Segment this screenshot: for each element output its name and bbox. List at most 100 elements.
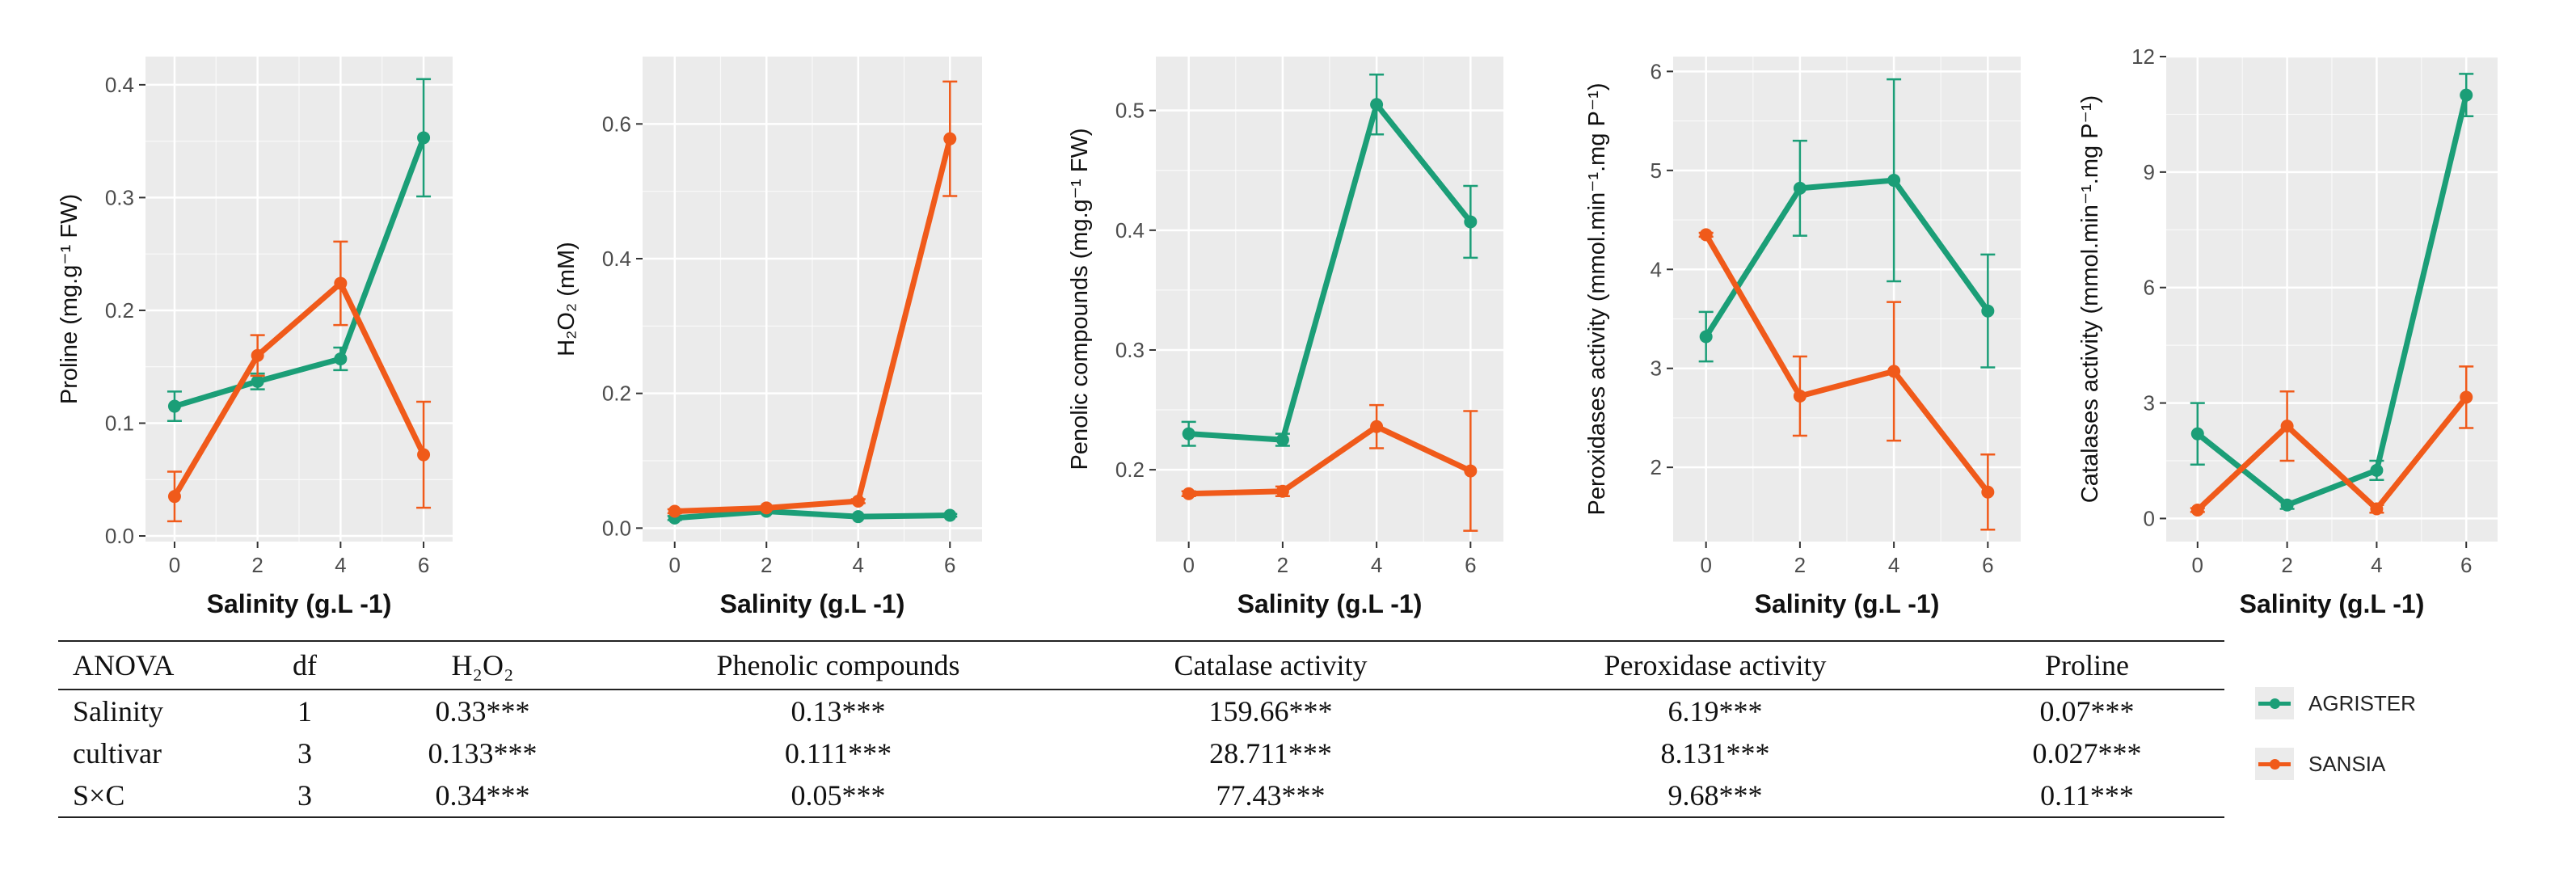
y-tick-label: 0.0 [105,524,134,548]
series-line-sansia [2194,394,2469,513]
y-tick-label: 0.4 [105,73,134,97]
y-tick-label: 0.4 [602,247,631,271]
legend-dot [2270,759,2280,770]
anova-cell: cultivar [73,737,162,770]
y-tick-label: 9 [2144,160,2155,184]
series-line-agrister [1703,177,1991,340]
x-tick-label: 2 [251,553,263,577]
data-point-sansia [2460,390,2473,404]
anova-cell: 0.111*** [784,737,892,770]
y-tick-label: 0.1 [105,411,134,435]
data-point-sansia [1275,484,1289,498]
anova-cell: 3 [297,779,312,812]
data-point-agrister [417,131,431,145]
legend-item-sansia: SANSIA [2255,748,2385,780]
table-row: Salinity 1 0.33*** 0.13*** 159.66*** 6.1… [58,690,2224,732]
anova-table: ANOVA df H₂O₂ Phenolic compounds Catalas… [58,640,2224,818]
data-point-sansia [1464,464,1478,478]
y-tick-label: 3 [1651,356,1662,381]
y-tick-label: 0.4 [1115,218,1145,242]
x-tick-label: 2 [1277,553,1288,577]
y-axis-title: H₂O₂ (mM) [554,242,580,356]
data-point-agrister [1275,433,1289,447]
anova-cell: 8.131*** [1660,737,1770,770]
y-tick-label: 0.3 [1115,338,1145,362]
data-point-agrister [2370,463,2384,477]
series-line-agrister [672,508,953,521]
y-tick-label: 12 [2131,44,2155,69]
x-tick-label: 4 [335,553,346,577]
y-tick-label: 6 [1651,59,1662,83]
data-point-sansia [851,495,865,508]
anova-header-row: ANOVA df H₂O₂ Phenolic compounds Catalas… [58,641,2224,690]
y-axis-title: Proline (mg.g⁻¹ FW) [57,194,82,404]
anova-cell: 1 [297,695,312,728]
anova-header-cell: ANOVA [73,649,175,681]
anova-cell: 0.34*** [435,779,530,812]
y-tick-label: 0.2 [1115,458,1145,482]
series-line-agrister [1186,101,1474,443]
data-point-agrister [167,399,181,413]
anova-cell: S×C [73,779,125,812]
anova-cell: 9.68*** [1667,779,1763,812]
anova-cell: 0.33*** [435,695,530,728]
legend-dot [2270,698,2280,709]
anova-cell: 0.13*** [791,695,886,728]
data-point-sansia [417,448,431,462]
x-tick-label: 0 [668,553,680,577]
anova-cell: 159.66*** [1208,695,1333,728]
x-tick-label: 4 [853,553,864,577]
anova-cell: Salinity [73,695,164,728]
data-point-sansia [334,276,348,290]
y-tick-label: 0.6 [602,112,631,136]
data-point-sansia [2370,502,2384,516]
data-point-agrister [1981,304,1995,318]
y-tick-label: 5 [1651,158,1662,183]
data-point-agrister [2190,427,2204,441]
y-tick-label: 4 [1651,257,1662,281]
data-point-sansia [2190,503,2204,517]
y-axis-title: Peroxidases activity (mmol.min⁻¹.mg P⁻¹) [1584,83,1610,516]
x-axis-title: Salinity (g.L -1) [2240,589,2425,618]
data-point-sansia [1182,487,1195,500]
legend-item-agrister: AGRISTER [2255,687,2416,719]
y-axis-title: Penolic compounds (mg.g⁻¹ FW) [1067,128,1093,470]
series-line-sansia [171,280,427,500]
x-tick-label: 0 [1183,553,1194,577]
y-tick-label: 0.0 [602,516,631,540]
anova-header-cell: Peroxidase activity [1604,649,1827,681]
data-point-sansia [1887,365,1901,378]
y-tick-label: 0.2 [602,382,631,406]
anova-header-cell: Proline [2045,649,2129,681]
table-row: S×C 3 0.34*** 0.05*** 77.43*** 9.68*** 0… [58,774,2224,817]
y-tick-label: 6 [2144,276,2155,300]
data-point-sansia [167,490,181,504]
anova-cell: 3 [297,737,312,770]
y-tick-label: 0.3 [105,185,134,209]
y-axis-title: Catalases activity (mmol.min⁻¹.mg P⁻¹) [2077,95,2103,503]
series-line-sansia [1703,231,1991,496]
data-point-agrister [1464,215,1478,229]
data-point-sansia [251,348,264,362]
x-tick-label: 6 [2460,553,2472,577]
data-point-agrister [1182,427,1195,441]
data-point-agrister [334,352,348,365]
data-point-agrister [2280,498,2294,512]
data-point-agrister [1370,98,1384,112]
data-point-sansia [1793,390,1807,403]
anova-header-cell: df [293,649,317,681]
data-point-agrister [1887,174,1901,188]
y-tick-label: 2 [1651,455,1662,479]
x-tick-label: 2 [2281,553,2292,577]
series-line-sansia [672,136,953,514]
anova-header-cell: H₂O₂ [451,649,514,681]
data-point-agrister [2460,88,2473,102]
anova-header-cell: Phenolic compounds [716,649,960,681]
legend-label: SANSIA [2308,751,2386,776]
x-axis-title: Salinity (g.L -1) [1237,589,1423,618]
legend-label: AGRISTER [2308,690,2416,715]
x-axis-title: Salinity (g.L -1) [207,589,392,618]
x-tick-label: 0 [2192,553,2203,577]
anova-cell: 28.711*** [1209,737,1332,770]
table-row: cultivar 3 0.133*** 0.111*** 28.711*** 8… [58,732,2224,774]
